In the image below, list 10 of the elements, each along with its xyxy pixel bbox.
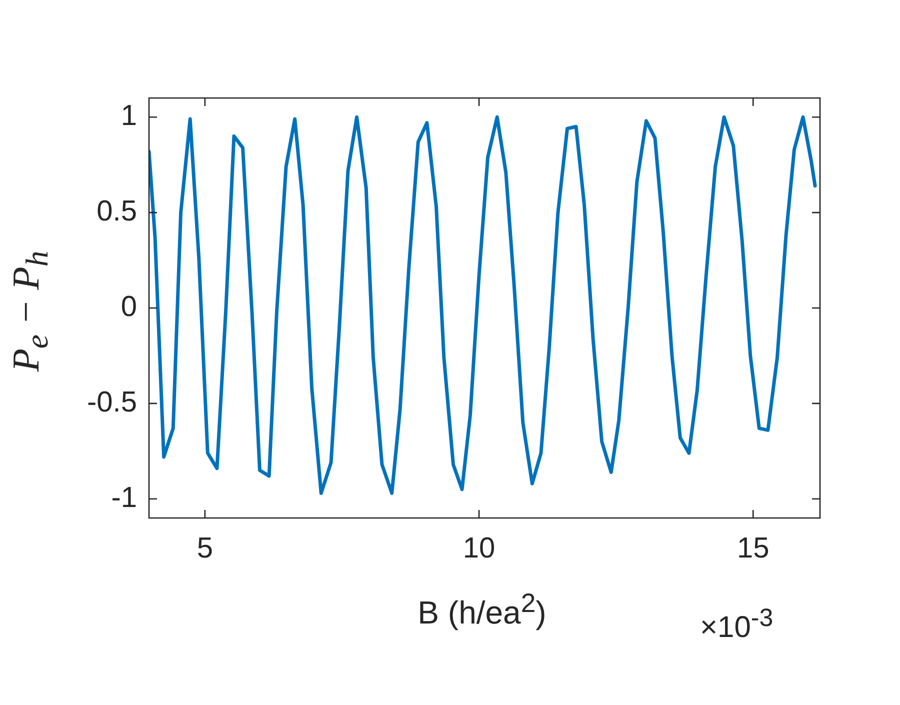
x-tick-label: 5 <box>196 532 213 564</box>
y-tick-label: -1 <box>111 482 137 514</box>
y-tick-label: 0 <box>120 291 137 323</box>
x-axis-title: B (h/ea$^{2}$) <box>416 588 548 632</box>
y-tick-label: -0.5 <box>87 386 137 418</box>
text: ×10$^{-3}$ <box>700 604 774 645</box>
y-tick-label: 1 <box>120 100 137 132</box>
x-tick-label: 15 <box>736 532 770 564</box>
x-tick-label: 10 <box>462 532 496 564</box>
y-tick-label: 0.5 <box>96 196 137 228</box>
